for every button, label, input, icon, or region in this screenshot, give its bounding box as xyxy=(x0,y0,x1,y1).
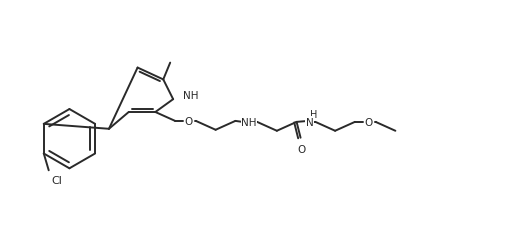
Text: O: O xyxy=(297,144,306,154)
Text: N: N xyxy=(306,117,313,127)
Text: O: O xyxy=(365,117,373,127)
Text: H: H xyxy=(310,110,317,119)
Text: NH: NH xyxy=(183,91,199,101)
Text: O: O xyxy=(185,116,193,126)
Text: Cl: Cl xyxy=(51,176,63,185)
Text: NH: NH xyxy=(242,117,257,127)
